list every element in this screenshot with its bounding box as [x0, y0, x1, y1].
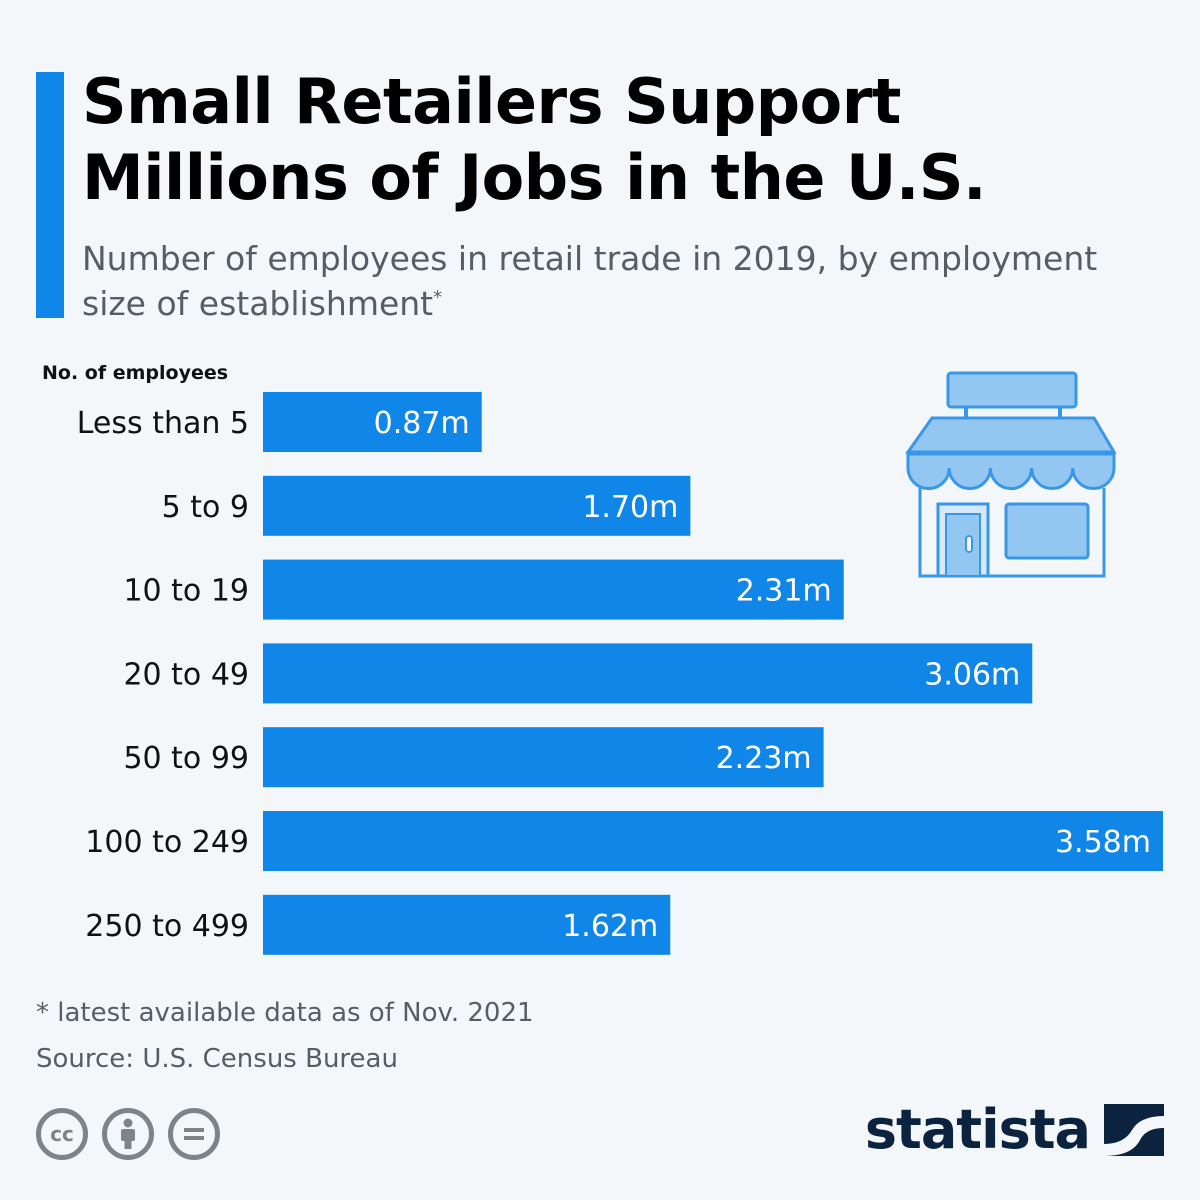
no-derivatives-icon	[168, 1108, 220, 1160]
value-label: 2.31m	[736, 574, 832, 609]
category-label: Less than 5	[77, 406, 249, 441]
subtitle-text: Number of employees in retail trade in 2…	[82, 239, 1098, 323]
storefront-icon	[905, 371, 1117, 578]
footnote-block: * latest available data as of Nov. 2021 …	[36, 990, 534, 1082]
value-label: 3.58m	[1055, 825, 1151, 860]
value-label: 0.87m	[374, 406, 470, 441]
bar	[263, 643, 1033, 704]
bar	[263, 392, 482, 452]
license-icons: cc	[36, 1108, 220, 1160]
category-label: 100 to 249	[85, 825, 249, 860]
value-label: 2.23m	[716, 741, 812, 776]
subtitle-footnote-mark: *	[433, 287, 443, 308]
category-label: 10 to 19	[123, 574, 249, 609]
axis-title: No. of employees	[42, 362, 229, 384]
cc-icon: cc	[36, 1108, 88, 1160]
title-accent-bar	[36, 72, 64, 318]
value-label: 1.62m	[562, 909, 658, 944]
source: Source: U.S. Census Bureau	[36, 1044, 398, 1074]
brand-logo: statista	[865, 1098, 1164, 1161]
statista-logo-icon	[1104, 1103, 1164, 1156]
bar	[263, 894, 671, 955]
footnote: * latest available data as of Nov. 2021	[36, 998, 534, 1028]
attribution-icon	[102, 1108, 154, 1160]
category-labels: Less than 5 5 to 9 10 to 19 20 to 49 50 to 9…	[77, 406, 249, 944]
category-label: 50 to 99	[123, 741, 249, 776]
chart-subtitle: Number of employees in retail trade in 2…	[82, 236, 1142, 326]
category-label: 20 to 49	[123, 657, 249, 692]
bar	[263, 559, 844, 620]
value-labels: 0.87m 1.70m 2.31m 3.06m 2.23m 3.58m 1.62m	[374, 406, 1151, 944]
bar	[263, 811, 1163, 871]
category-label: 250 to 499	[85, 909, 249, 944]
value-label: 1.70m	[582, 490, 678, 525]
bar	[263, 727, 824, 788]
chart-title: Small Retailers Support Millions of Jobs…	[82, 65, 987, 214]
category-label: 5 to 9	[162, 490, 249, 525]
brand-name: statista	[864, 1098, 1091, 1161]
bar	[263, 475, 691, 536]
value-label: 3.06m	[924, 657, 1020, 692]
bars	[263, 392, 1163, 955]
